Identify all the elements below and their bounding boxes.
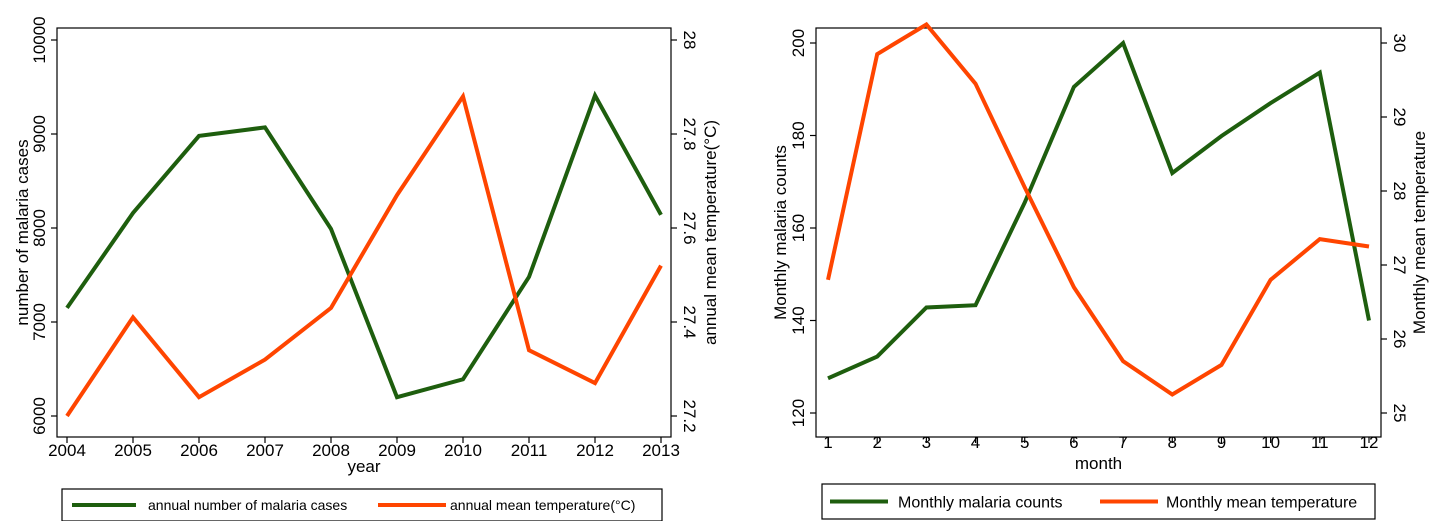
y-tick-label: 140: [789, 306, 808, 334]
x-tick-label: 2011: [511, 441, 548, 460]
y-tick-label: 10000: [30, 16, 49, 63]
legend-label-2: Monthly mean temperature: [1166, 494, 1357, 511]
series-line-2: [65, 91, 663, 418]
plot-frame: [815, 27, 1382, 438]
legend-box: [61, 488, 663, 521]
y2-tick-label: 29: [1390, 108, 1409, 127]
x-tick-label: 2009: [378, 441, 416, 460]
x-tick-label: 2012: [576, 441, 614, 460]
y2-axis-title: Monthly mean temperature: [1410, 131, 1429, 334]
chart-2: 1 2 3 4 5 6 7 8 9 10 11 121201401601802002526272829…: [771, 21, 1429, 520]
x-tick-label: 3: [922, 433, 931, 452]
x-tick-label: 8: [1168, 433, 1177, 452]
y2-tick-label: 27.8: [680, 117, 699, 150]
y-tick-label: 120: [789, 399, 808, 427]
x-tick-label: 4: [971, 433, 980, 452]
plot-frame: [56, 27, 672, 438]
x-tick-label: 9: [1217, 433, 1226, 452]
y-axis-title: Monthly malaria counts: [771, 145, 790, 320]
legend: annual number of malaria cases annual mea…: [61, 488, 663, 521]
y2-tick-label: 27.2: [680, 399, 699, 432]
y2-tick-label: 27: [1390, 256, 1409, 275]
y2-tick-label: 27.6: [680, 211, 699, 244]
x-tick-label: 6: [1069, 433, 1078, 452]
x-tick-label: 2010: [444, 441, 482, 460]
legend-label-1: annual number of malaria cases: [148, 497, 347, 513]
x-tick-label: 2007: [246, 441, 284, 460]
chart-1: 2004 2005 2006 2007 2008 2009 2010 2011 2012 2013…: [13, 16, 720, 521]
x-tick-label: 2008: [312, 441, 350, 460]
x-tick-label: 2004: [48, 441, 86, 460]
x-tick-label: 2005: [114, 441, 152, 460]
legend-label-2: annual mean temperature(°C): [450, 497, 635, 513]
legend-box: [821, 483, 1376, 520]
x-tick-label: 11: [1311, 433, 1329, 452]
series-line-2: [826, 21, 1370, 397]
y-tick-label: 160: [789, 214, 808, 242]
x-tick-label: 10: [1261, 433, 1280, 452]
y-axis-title: number of malaria cases: [13, 139, 32, 325]
y-tick-label: 8000: [30, 209, 49, 247]
y-tick-label: 180: [789, 121, 808, 149]
y2-tick-label: 30: [1390, 34, 1409, 53]
x-tick-label: 5: [1020, 433, 1029, 452]
x-tick-label: 12: [1360, 433, 1379, 452]
x-tick-label: 2013: [642, 441, 680, 460]
y-tick-label: 6000: [30, 397, 49, 435]
y-tick-label: 7000: [30, 303, 49, 341]
y-tick-label: 9000: [30, 115, 49, 153]
x-tick-label: 1: [823, 433, 832, 452]
y2-tick-label: 28: [1390, 182, 1409, 201]
y2-tick-label: 25: [1390, 404, 1409, 423]
x-tick-label: 2006: [180, 441, 218, 460]
y-tick-label: 200: [789, 29, 808, 57]
y2-tick-label: 28: [680, 31, 699, 50]
series-line-1: [65, 90, 663, 400]
y2-tick-label: 26: [1390, 330, 1409, 349]
x-axis-title: month: [1075, 454, 1122, 473]
series-line-1: [827, 39, 1371, 381]
x-axis-title: year: [347, 457, 380, 476]
y2-axis-title: annual mean temperature(°C): [701, 120, 720, 345]
x-tick-label: 2: [872, 433, 881, 452]
legend-label-1: Monthly malaria counts: [898, 494, 1063, 511]
x-tick-label: 7: [1118, 433, 1127, 452]
legend: Monthly malaria counts Monthly mean tempe…: [821, 483, 1376, 520]
y2-tick-label: 27.4: [680, 305, 699, 338]
